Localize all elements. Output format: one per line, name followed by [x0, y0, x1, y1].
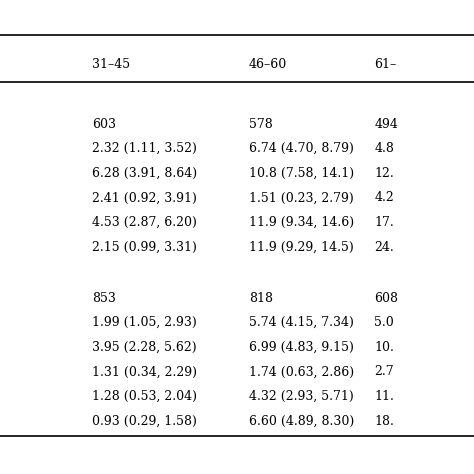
Text: 6.28 (3.91, 8.64): 6.28 (3.91, 8.64): [92, 167, 198, 180]
Text: 4.53 (2.87, 6.20): 4.53 (2.87, 6.20): [92, 216, 197, 229]
Text: 608: 608: [374, 292, 399, 304]
Text: 6.60 (4.89, 8.30): 6.60 (4.89, 8.30): [249, 415, 354, 428]
Text: 11.: 11.: [374, 390, 394, 403]
Text: 578: 578: [249, 118, 273, 130]
Text: 31–45: 31–45: [92, 58, 130, 71]
Text: 5.0: 5.0: [374, 316, 394, 329]
Text: 4.32 (2.93, 5.71): 4.32 (2.93, 5.71): [249, 390, 354, 403]
Text: 10.: 10.: [374, 341, 394, 354]
Text: 6.99 (4.83, 9.15): 6.99 (4.83, 9.15): [249, 341, 354, 354]
Text: 4.8: 4.8: [374, 142, 394, 155]
Text: 603: 603: [92, 118, 117, 130]
Text: 5.74 (4.15, 7.34): 5.74 (4.15, 7.34): [249, 316, 354, 329]
Text: 1.51 (0.23, 2.79): 1.51 (0.23, 2.79): [249, 191, 354, 204]
Text: 2.7: 2.7: [374, 365, 394, 378]
Text: 11.9 (9.29, 14.5): 11.9 (9.29, 14.5): [249, 241, 354, 254]
Text: 2.15 (0.99, 3.31): 2.15 (0.99, 3.31): [92, 241, 197, 254]
Text: 1.99 (1.05, 2.93): 1.99 (1.05, 2.93): [92, 316, 197, 329]
Text: 18.: 18.: [374, 415, 394, 428]
Text: 2.41 (0.92, 3.91): 2.41 (0.92, 3.91): [92, 191, 197, 204]
Text: 853: 853: [92, 292, 116, 304]
Text: 4.2: 4.2: [374, 191, 394, 204]
Text: 46–60: 46–60: [249, 58, 287, 71]
Text: 2.32 (1.11, 3.52): 2.32 (1.11, 3.52): [92, 142, 197, 155]
Text: 10.8 (7.58, 14.1): 10.8 (7.58, 14.1): [249, 167, 354, 180]
Text: 1.28 (0.53, 2.04): 1.28 (0.53, 2.04): [92, 390, 198, 403]
Text: 494: 494: [374, 118, 398, 130]
Text: 3.95 (2.28, 5.62): 3.95 (2.28, 5.62): [92, 341, 197, 354]
Text: 818: 818: [249, 292, 273, 304]
Text: 17.: 17.: [374, 216, 394, 229]
Text: 24.: 24.: [374, 241, 394, 254]
Text: 1.31 (0.34, 2.29): 1.31 (0.34, 2.29): [92, 365, 198, 378]
Text: 0.93 (0.29, 1.58): 0.93 (0.29, 1.58): [92, 415, 197, 428]
Text: 11.9 (9.34, 14.6): 11.9 (9.34, 14.6): [249, 216, 354, 229]
Text: 12.: 12.: [374, 167, 394, 180]
Text: 1.74 (0.63, 2.86): 1.74 (0.63, 2.86): [249, 365, 354, 378]
Text: 6.74 (4.70, 8.79): 6.74 (4.70, 8.79): [249, 142, 354, 155]
Text: 61–: 61–: [374, 58, 397, 71]
